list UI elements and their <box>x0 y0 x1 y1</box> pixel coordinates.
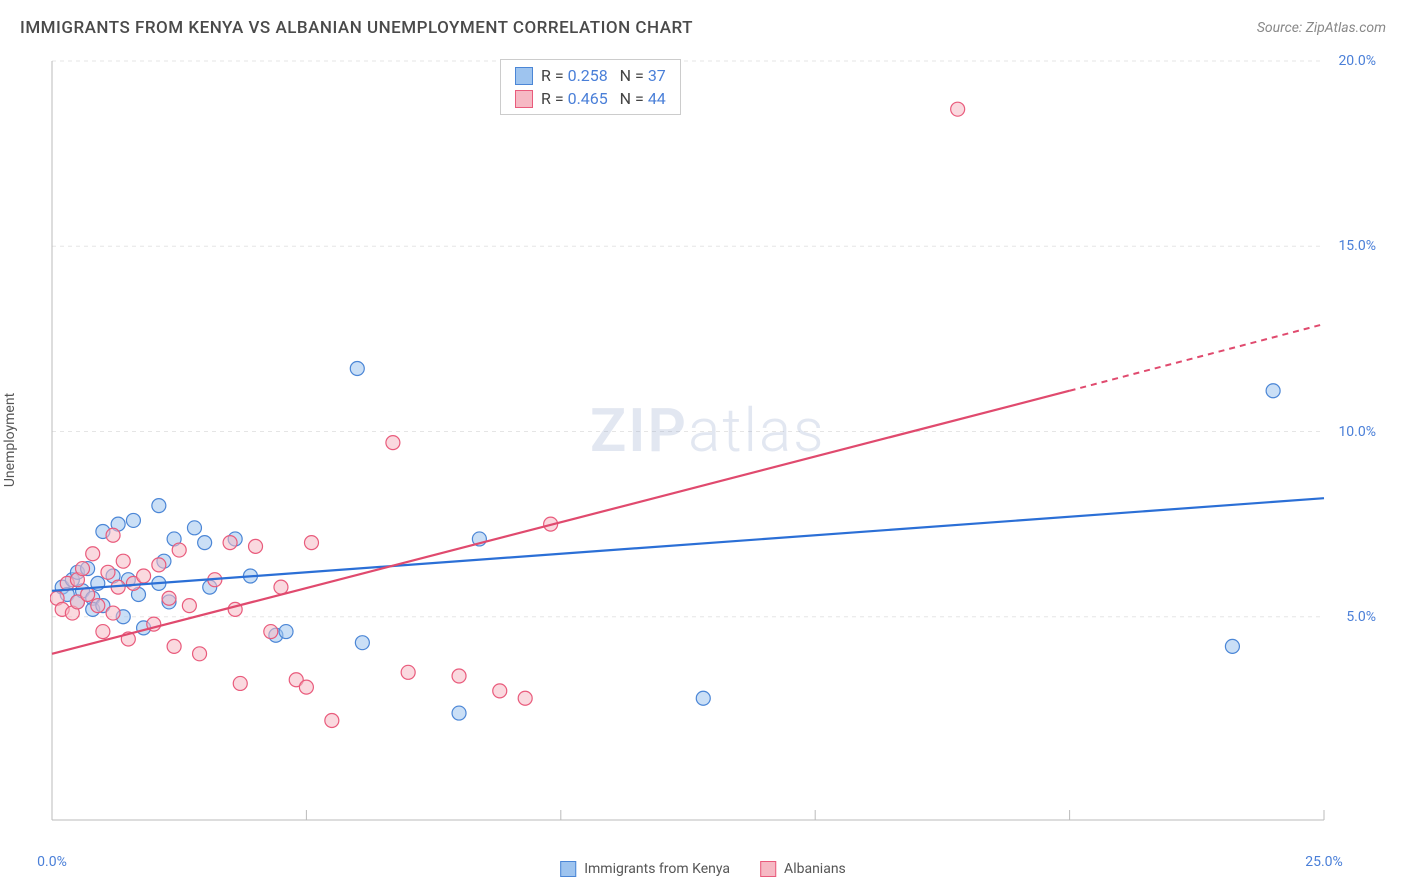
stats-swatch <box>515 67 533 85</box>
data-point <box>106 528 120 542</box>
scatter-svg <box>50 55 1384 832</box>
y-tick-label: 5.0% <box>1346 609 1376 625</box>
data-point <box>187 521 201 535</box>
data-point <box>198 536 212 550</box>
data-point <box>279 625 293 639</box>
data-point <box>152 558 166 572</box>
trend-line <box>52 391 1070 654</box>
x-tick-label: 0.0% <box>37 854 67 870</box>
data-point <box>493 684 507 698</box>
correlation-stats-box: R = 0.258 N = 37 R = 0.465 N = 44 <box>500 59 681 115</box>
y-axis-label: Unemployment <box>2 393 18 487</box>
chart-title: IMMIGRANTS FROM KENYA VS ALBANIAN UNEMPL… <box>20 18 693 38</box>
data-point <box>401 665 415 679</box>
title-bar: IMMIGRANTS FROM KENYA VS ALBANIAN UNEMPL… <box>20 18 1386 38</box>
data-point <box>193 647 207 661</box>
data-point <box>1225 639 1239 653</box>
y-tick-label: 20.0% <box>1338 53 1376 69</box>
stats-text: R = 0.465 N = 44 <box>541 89 666 108</box>
data-point <box>172 543 186 557</box>
data-point <box>355 636 369 650</box>
data-point <box>264 625 278 639</box>
data-point <box>91 599 105 613</box>
data-point <box>233 676 247 690</box>
legend-label: Immigrants from Kenya <box>584 861 730 877</box>
stats-row: R = 0.258 N = 37 <box>515 66 666 85</box>
data-point <box>1266 384 1280 398</box>
data-point <box>299 680 313 694</box>
y-tick-label: 10.0% <box>1338 424 1376 440</box>
data-point <box>223 536 237 550</box>
data-point <box>152 499 166 513</box>
source-attribution: Source: ZipAtlas.com <box>1257 20 1386 36</box>
data-point <box>86 547 100 561</box>
x-tick-label: 25.0% <box>1305 854 1343 870</box>
data-point <box>350 362 364 376</box>
data-point <box>274 580 288 594</box>
legend-swatch <box>760 861 776 877</box>
legend-label: Albanians <box>784 861 846 877</box>
data-point <box>304 536 318 550</box>
trend-line <box>52 498 1324 591</box>
trend-line-dashed <box>1070 324 1324 391</box>
data-point <box>518 691 532 705</box>
data-point <box>162 591 176 605</box>
data-point <box>182 599 196 613</box>
chart-plot-area: R = 0.258 N = 37R = 0.465 N = 44 ZIPatla… <box>50 55 1384 832</box>
stats-text: R = 0.258 N = 37 <box>541 66 666 85</box>
data-point <box>452 669 466 683</box>
legend-item: Immigrants from Kenya <box>560 861 730 877</box>
data-point <box>101 565 115 579</box>
data-point <box>696 691 710 705</box>
data-point <box>452 706 466 720</box>
legend-item: Albanians <box>760 861 846 877</box>
data-point <box>116 554 130 568</box>
data-point <box>167 639 181 653</box>
bottom-legend: Immigrants from Kenya Albanians <box>560 861 846 877</box>
data-point <box>126 513 140 527</box>
stats-swatch <box>515 90 533 108</box>
data-point <box>76 562 90 576</box>
data-point <box>106 606 120 620</box>
data-point <box>249 539 263 553</box>
legend-swatch <box>560 861 576 877</box>
data-point <box>137 569 151 583</box>
y-tick-label: 15.0% <box>1338 238 1376 254</box>
data-point <box>951 102 965 116</box>
data-point <box>96 625 110 639</box>
stats-row: R = 0.465 N = 44 <box>515 89 666 108</box>
data-point <box>325 713 339 727</box>
data-point <box>386 436 400 450</box>
